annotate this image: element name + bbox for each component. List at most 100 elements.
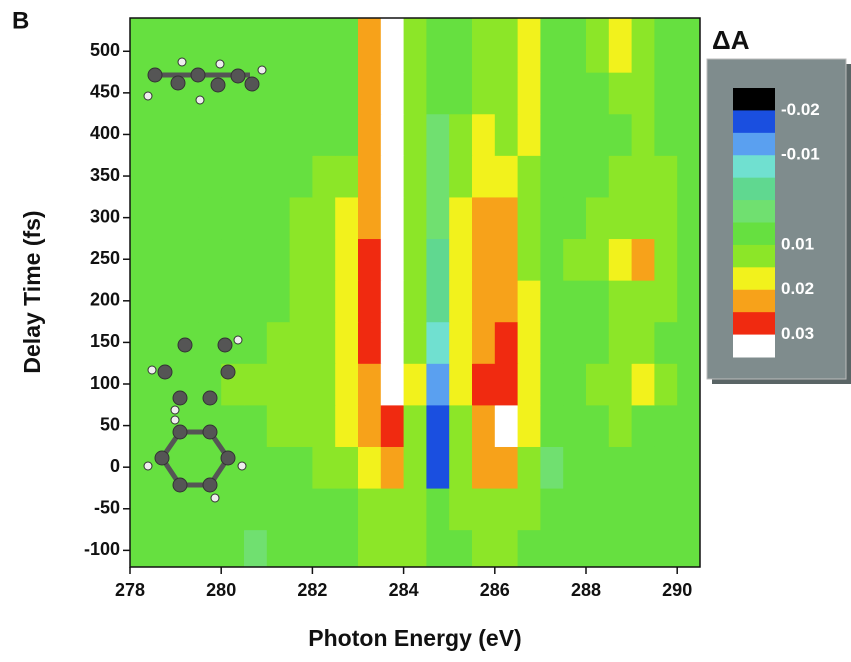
heat-cell [289, 446, 313, 489]
heat-cell [608, 72, 633, 115]
heat-cell [198, 280, 222, 323]
heat-cell [426, 72, 450, 115]
heat-cell [152, 487, 177, 531]
heat-cell [540, 280, 564, 323]
heat-cell [563, 363, 587, 406]
heat-cell [358, 404, 382, 447]
molecule-cyclohexadiene [143, 415, 247, 503]
heat-cell [494, 280, 519, 323]
heat-cell [494, 446, 519, 489]
heat-cell [335, 196, 359, 240]
heatmap [130, 18, 700, 567]
heat-cell [266, 18, 291, 73]
heat-cell [289, 404, 313, 447]
colorbar-band [733, 289, 775, 313]
heat-cell [449, 446, 473, 489]
heat-cell [472, 155, 496, 198]
heat-cell [335, 446, 359, 489]
heat-cell [130, 404, 154, 447]
heat-cell [312, 280, 336, 323]
heat-cell [654, 196, 678, 240]
y-tick-label: 50 [100, 414, 120, 434]
x-tick-label: 284 [389, 580, 419, 600]
heat-cell [403, 363, 427, 406]
heat-cell [358, 238, 382, 281]
heat-cell [152, 404, 177, 447]
heat-cell [152, 155, 177, 198]
heat-cell [266, 196, 291, 240]
heat-cell [380, 18, 405, 73]
heat-cell [677, 155, 700, 198]
heat-cell [586, 404, 610, 447]
heat-cell [517, 446, 541, 489]
plot-frame [129, 17, 701, 568]
heat-cell [631, 155, 655, 198]
heat-cell [198, 196, 222, 240]
heat-cell [426, 280, 450, 323]
colorbar-band [733, 155, 775, 179]
heat-cell [472, 238, 496, 281]
heat-cell [494, 487, 519, 531]
heat-cell [130, 113, 154, 156]
heat-cell [426, 113, 450, 156]
colorbar-label: -0.01 [781, 145, 820, 164]
heat-cell [312, 155, 336, 198]
heat-cell [449, 529, 473, 567]
colorbar-band [733, 312, 775, 336]
heat-cell [244, 238, 268, 281]
heat-cell [494, 196, 519, 240]
heat-cell [426, 404, 450, 447]
heat-cell [266, 446, 291, 489]
heat-cell [266, 363, 291, 406]
heat-cell [494, 113, 519, 156]
heat-cell [312, 487, 336, 531]
heat-cell [403, 238, 427, 281]
heat-cell [175, 529, 199, 567]
heat-cell [380, 72, 405, 115]
heat-cell [449, 196, 473, 240]
heat-cell [358, 196, 382, 240]
heat-cell [198, 487, 222, 531]
heat-cell [449, 238, 473, 281]
heat-cell [244, 446, 268, 489]
heat-cell [631, 363, 655, 406]
heat-cell [175, 196, 199, 240]
heat-cell [586, 280, 610, 323]
heat-cell [403, 155, 427, 198]
heat-cell [586, 238, 610, 281]
heat-cell [403, 18, 427, 73]
heat-cell [563, 72, 587, 115]
heat-cell [540, 155, 564, 198]
heat-cell [198, 18, 222, 73]
heat-cell [540, 363, 564, 406]
heat-cell [175, 113, 199, 156]
heat-cell [517, 155, 541, 198]
heat-cell [198, 238, 222, 281]
heat-cell [494, 321, 519, 364]
heat-cell [586, 446, 610, 489]
heat-cell [540, 446, 564, 489]
heat-cell [266, 155, 291, 198]
heat-cell [244, 280, 268, 323]
heat-cell [358, 363, 382, 406]
heat-cell [358, 18, 382, 73]
heat-cell [472, 404, 496, 447]
heat-cell [380, 113, 405, 156]
heat-cell [563, 404, 587, 447]
heat-cell [517, 72, 541, 115]
heat-cell [517, 487, 541, 531]
heat-cell [289, 280, 313, 323]
heat-cell [335, 18, 359, 73]
heat-cell [289, 196, 313, 240]
colorbar-band [733, 222, 775, 246]
y-tick-label: 0 [110, 456, 120, 476]
x-tick-label: 290 [662, 580, 692, 600]
heat-cell [494, 18, 519, 73]
heat-cell [358, 487, 382, 531]
heat-cell [289, 529, 313, 567]
heat-cell [152, 18, 177, 73]
heat-cell [266, 238, 291, 281]
heat-cell [472, 196, 496, 240]
colorbar-band [733, 334, 775, 358]
heat-cell [289, 363, 313, 406]
